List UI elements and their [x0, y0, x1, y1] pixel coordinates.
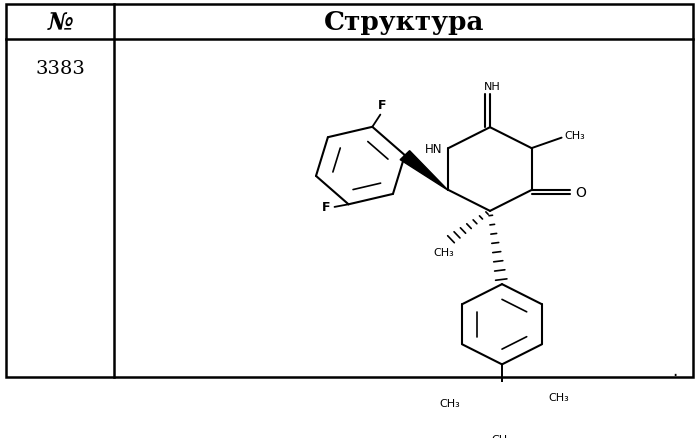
Text: CH₃: CH₃: [565, 131, 585, 141]
Polygon shape: [400, 151, 448, 191]
Text: CH₃: CH₃: [548, 392, 569, 403]
Text: HN: HN: [425, 143, 442, 156]
Text: O: O: [575, 185, 586, 199]
Text: 3383: 3383: [35, 60, 85, 78]
Text: F: F: [378, 99, 387, 112]
Text: F: F: [322, 201, 331, 214]
Text: №: №: [48, 11, 73, 35]
Text: Структура: Структура: [324, 11, 484, 35]
Text: CH₃: CH₃: [439, 398, 460, 408]
Text: .: .: [672, 361, 677, 379]
Text: CH₃: CH₃: [491, 434, 512, 438]
Text: NH: NH: [484, 81, 500, 92]
Text: CH₃: CH₃: [433, 247, 454, 257]
